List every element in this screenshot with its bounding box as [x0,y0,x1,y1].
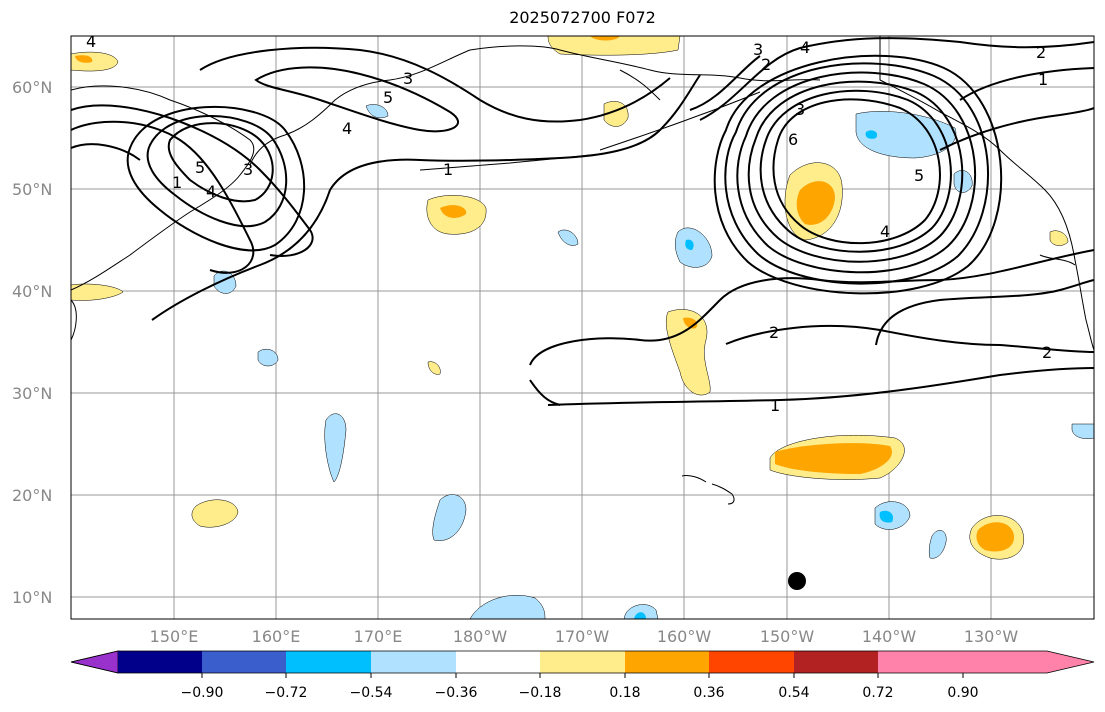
positive-anomaly-area [70,283,124,301]
contour-label: 5 [383,88,393,107]
positive-anomaly-area [1049,230,1069,246]
colorbar-segment [709,651,794,673]
contour-label: 1 [770,396,780,415]
contour-label: 4 [880,222,890,241]
contour-label: 6 [788,130,798,149]
contour-label: 3 [243,160,253,179]
colorbar-extend-high [963,651,1094,673]
negative-anomaly-area [257,349,279,367]
colorbar: −0.90 −0.72 −0.54 −0.36 −0.18 0.18 0.36 … [70,650,1095,701]
graticule [71,36,1094,619]
lat-label: 30°N [12,384,52,403]
positive-anomaly-core [590,36,620,41]
colorbar-segment [540,651,625,673]
contour-label: 2 [761,55,771,74]
negative-anomaly-core [685,239,694,250]
contour-label: 2 [1036,43,1046,62]
colorbar-segment [456,651,540,673]
lon-label: 160°E [252,627,301,646]
lon-label: 160°W [657,627,712,646]
lat-label: 60°N [12,78,52,97]
positive-anomaly-core [976,522,1015,552]
lon-label: 170°W [555,627,610,646]
contour-label: 2 [1042,343,1052,362]
lat-label: 50°N [12,180,52,199]
lat-label: 40°N [12,282,52,301]
contour-label: 1 [172,173,182,192]
negative-anomaly-area [469,594,546,620]
colorbar-tick-label: −0.18 [519,685,562,701]
negative-anomaly-core [865,130,878,139]
positive-anomaly-area [547,35,681,56]
lon-label: 150°E [150,627,199,646]
contour-label: 4 [206,182,216,201]
positive-anomaly-core [796,181,835,225]
contour-label: 1 [1038,70,1048,89]
negative-anomaly-core [879,510,894,523]
lon-label: 170°E [354,627,403,646]
positive-anomaly-area [427,361,441,375]
contour-label: 5 [914,166,924,185]
positive-anomaly-area [191,499,239,528]
colorbar-tick-label: 0.54 [778,685,809,701]
colorbar-tick-label: −0.54 [350,685,393,701]
lon-label: 130°W [964,627,1019,646]
contour-label: 3 [795,100,805,119]
colorbar-segment [794,651,878,673]
map-border [70,35,1095,620]
colorbar-tick-label: 0.72 [862,685,893,701]
contour-labels: 4 3 5 4 2 3 4 2 1 1 5 4 1 3 6 5 4 2 3 2 … [86,32,1052,415]
negative-anomaly-area [675,227,713,268]
positive-anomaly-core [440,205,467,218]
negative-anomaly-area [324,413,347,483]
negative-anomaly-area [928,530,947,559]
lat-label: 20°N [12,486,52,505]
contour-label: 2 [769,323,779,342]
lon-label: 140°W [862,627,917,646]
colorbar-tick-label: −0.36 [435,685,478,701]
contour-label: 1 [443,160,453,179]
colorbar-extend-low [70,650,119,674]
anomaly-fills [70,35,1095,620]
positive-anomaly-core [75,55,93,63]
storm-center-dot-icon [788,572,806,590]
lon-label: 150°W [760,627,815,646]
contour-lines [70,37,1095,406]
colorbar-tick-label: 0.18 [609,685,640,701]
colorbar-segment [286,651,371,673]
contour-label: 3 [753,40,763,59]
colorbar-tick-label: 0.90 [947,685,978,701]
lat-label: 10°N [12,588,52,607]
negative-anomaly-area [557,229,579,246]
lon-label: 180°W [453,627,508,646]
map-panel: 4 3 5 4 2 3 4 2 1 1 5 4 1 3 6 5 4 2 3 2 … [70,32,1095,620]
colorbar-segment [118,651,202,673]
colorbar-segment [371,651,456,673]
colorbar-tick-label: −0.72 [265,685,308,701]
colorbar-segment [202,651,286,673]
contour-label: 4 [86,32,96,51]
positive-anomaly-core [775,443,892,474]
negative-anomaly-area [432,494,467,541]
positive-anomaly-area [665,309,711,396]
map-title: 2025072700 F072 [509,8,656,27]
contour-label: 4 [342,119,352,138]
negative-anomaly-area [365,104,389,119]
negative-anomaly-area [623,604,659,620]
colorbar-tick-label: −0.90 [181,685,224,701]
coastlines [70,36,1095,505]
latitude-labels: 60°N 50°N 40°N 30°N 20°N 10°N [12,78,52,607]
colorbar-segment [878,651,963,673]
contour-label: 5 [195,158,205,177]
negative-anomaly-core [634,612,646,619]
contour-label: 3 [403,69,413,88]
colorbar-segment [625,651,709,673]
colorbar-tick-label: 0.36 [693,685,724,701]
longitude-labels: 150°E 160°E 170°E 180°W 170°W 160°W 150°… [150,627,1019,646]
contour-label: 4 [800,38,810,57]
